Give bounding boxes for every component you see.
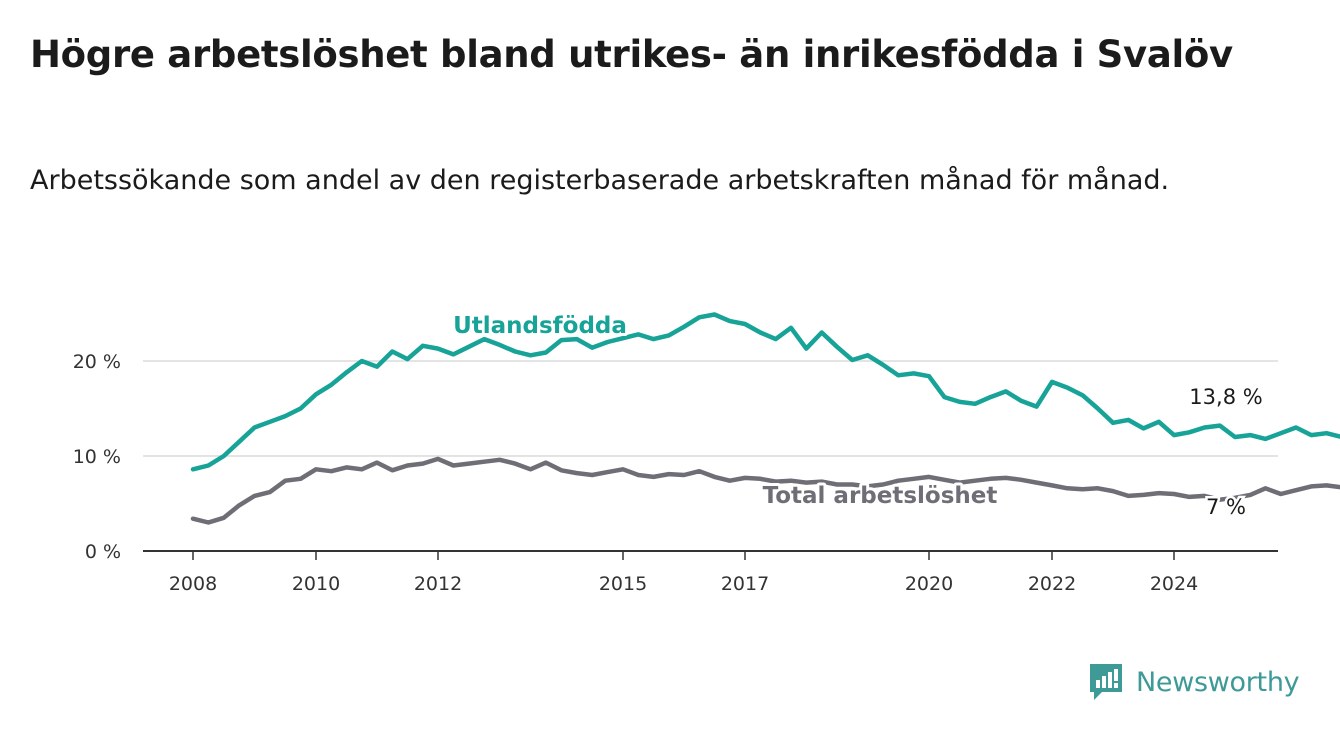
series-labels: Utlandsfödda 13,8 % Total arbetslöshet 7 % (450, 310, 1265, 522)
gridlines: 0 % 10 % 20 % (73, 351, 1278, 563)
x-tick-label: 2020 (905, 573, 953, 595)
chart-title: Högre arbetslöshet bland utrikes- än inr… (30, 33, 1233, 76)
series-name-label: Total arbetslöshet (763, 483, 998, 509)
line-chart: 0 % 10 % 20 % 2008 2010 2012 2015 2017 2020 2022… (73, 310, 1340, 595)
x-tick-label: 2010 (292, 573, 340, 595)
x-tick-label: 2022 (1028, 573, 1076, 595)
x-tick-label: 2012 (414, 573, 462, 595)
chart-bubble-icon (1090, 664, 1122, 700)
x-tick-label: 2008 (169, 573, 217, 595)
y-tick-label: 20 % (73, 351, 121, 373)
y-tick-label: 10 % (73, 446, 121, 468)
series-end-value-label: 13,8 % (1189, 385, 1262, 409)
series-line (190, 456, 1340, 525)
series-name-label: Utlandsfödda (453, 313, 627, 339)
newsworthy-logo: Newsworthy (1088, 660, 1318, 704)
series-lines (190, 312, 1340, 525)
series-end-value-label: 7 % (1206, 495, 1246, 519)
brand-name: Newsworthy (1136, 666, 1300, 698)
y-tick-label: 0 % (85, 541, 121, 563)
series-line (190, 312, 1340, 472)
x-tick-label: 2017 (721, 573, 769, 595)
x-tick-label: 2024 (1150, 573, 1198, 595)
chart-subtitle: Arbetssökande som andel av den registerb… (30, 165, 1170, 196)
x-axis: 2008 2010 2012 2015 2017 2020 2022 2024 (143, 550, 1278, 595)
x-tick-label: 2015 (599, 573, 647, 595)
